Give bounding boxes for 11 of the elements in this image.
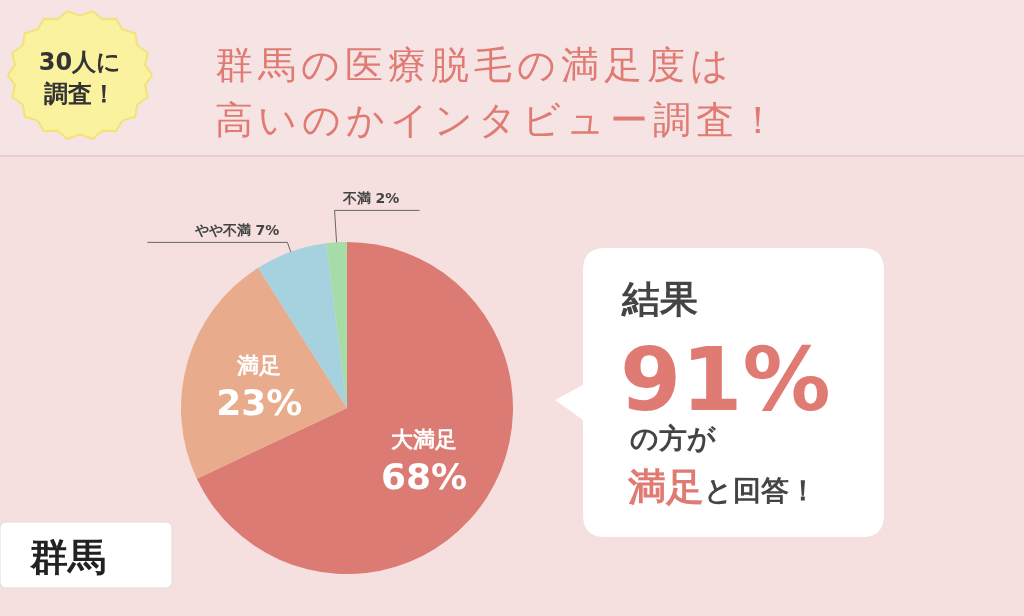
slice-label: やや不満 7% bbox=[193, 222, 280, 239]
data-label: 68% bbox=[381, 455, 468, 497]
text: 満足と回答！ bbox=[627, 465, 817, 509]
data-label: 23% bbox=[216, 381, 303, 423]
slice-label: 大満足 bbox=[391, 426, 458, 452]
slice-label: 不満 2% bbox=[341, 190, 400, 207]
text: 結果 bbox=[621, 277, 698, 321]
text: 群馬 bbox=[29, 535, 106, 579]
slice-label: 満足 bbox=[236, 352, 282, 378]
text: 30人に調査！ bbox=[38, 48, 122, 108]
chart-title: 群馬の医療脱毛の満足度は高いのかインタビュー調査！ bbox=[215, 43, 782, 142]
